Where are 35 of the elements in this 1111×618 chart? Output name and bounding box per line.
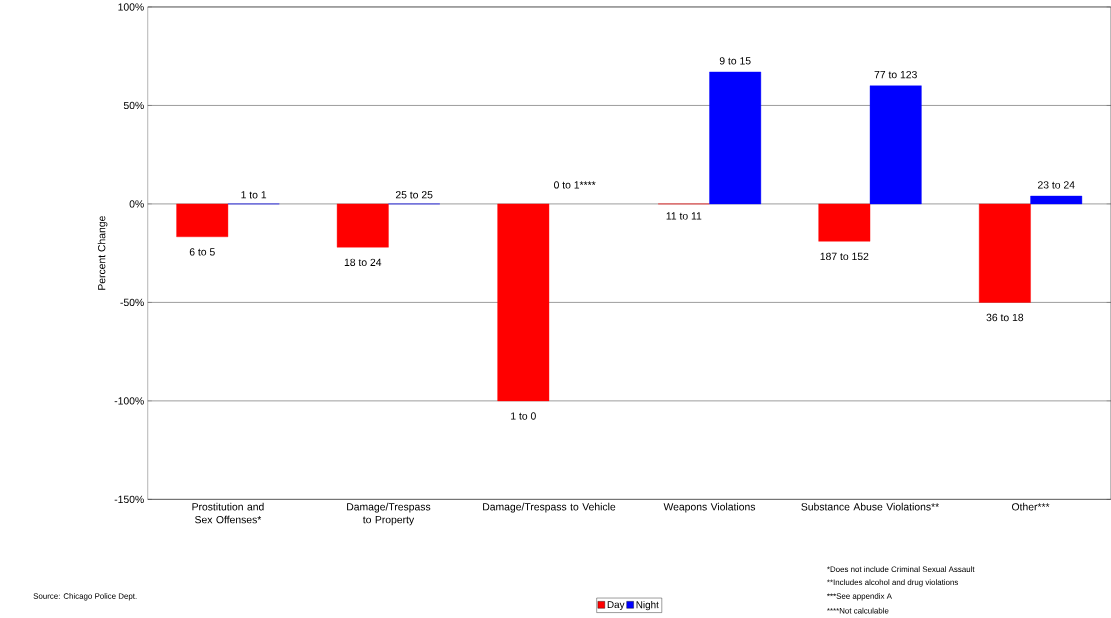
- annotation: 0 to 1****: [554, 181, 596, 189]
- bar: [1030, 196, 1083, 205]
- annotation: 23 to 24: [1038, 181, 1075, 189]
- y-tick-label: -100%: [114, 397, 144, 405]
- annotation: 25 to 25: [395, 191, 433, 199]
- annotation: 1 to 1: [241, 191, 267, 199]
- x-tick-label: Other***: [1012, 503, 1050, 511]
- y-tick-label: -50%: [120, 298, 144, 307]
- annotation: 11 to 11: [666, 212, 702, 220]
- x-tick-label: Prostitution and Sex Offenses*: [192, 503, 264, 524]
- bar: [176, 203, 229, 238]
- y-tick-label: -150%: [114, 495, 144, 504]
- annotation: 77 to 123: [874, 71, 917, 79]
- bar: [818, 203, 871, 242]
- bar: [497, 203, 550, 402]
- bar: [709, 71, 762, 205]
- x-tick-label: Weapons Violations: [663, 503, 756, 513]
- annotation: 1 to 0: [511, 412, 536, 420]
- y-tick-label: 50%: [123, 102, 144, 110]
- bar: [336, 203, 389, 248]
- y-tick-label: 100%: [118, 3, 144, 11]
- x-tick-label: Damage/Trespass to Property: [347, 503, 431, 526]
- legend-label: Night: [636, 601, 659, 611]
- legend-label: Day: [607, 601, 625, 611]
- bar: [869, 85, 922, 205]
- y-tick-label: 0%: [129, 200, 144, 208]
- annotation: 6 to 5: [189, 248, 215, 256]
- annotation: 187 to 152: [820, 252, 869, 261]
- x-tick-label: Substance Abuse Violations**: [801, 503, 939, 511]
- annotation: 18 to 24: [344, 258, 382, 267]
- annotation: 9 to 15: [719, 57, 751, 65]
- annotation: 36 to 18: [986, 314, 1024, 322]
- y-axis-title: Percent Change: [97, 216, 108, 291]
- bar: [978, 203, 1031, 303]
- x-tick-label: Damage/Trespass to Vehicle: [483, 503, 616, 513]
